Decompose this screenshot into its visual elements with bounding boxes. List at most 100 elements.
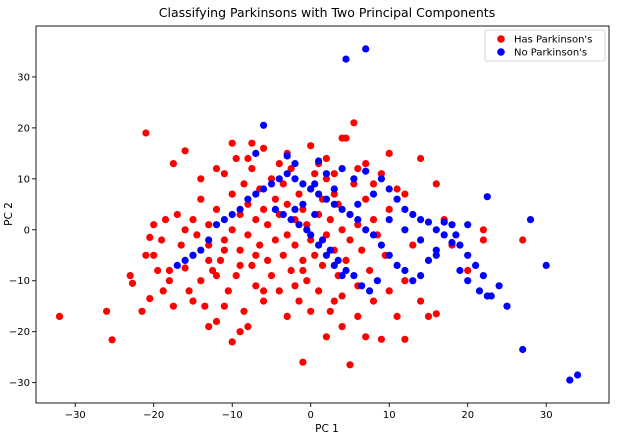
point-has-parkinsons <box>244 231 252 239</box>
point-has-parkinsons <box>197 175 205 183</box>
point-no-parkinsons <box>244 195 252 203</box>
point-has-parkinsons <box>330 190 338 198</box>
point-no-parkinsons <box>346 210 354 219</box>
point-has-parkinsons <box>287 266 295 275</box>
point-has-parkinsons <box>267 272 276 280</box>
point-no-parkinsons <box>330 185 338 193</box>
y-tick-label: −20 <box>9 327 30 338</box>
point-no-parkinsons <box>299 200 307 208</box>
point-has-parkinsons <box>279 180 287 188</box>
point-no-parkinsons <box>283 152 291 160</box>
point-has-parkinsons <box>318 261 327 269</box>
point-no-parkinsons <box>291 175 299 183</box>
point-no-parkinsons <box>311 210 319 219</box>
point-has-parkinsons <box>417 154 425 163</box>
point-has-parkinsons <box>248 139 256 147</box>
point-has-parkinsons <box>236 261 244 269</box>
y-axis-label: PC 2 <box>3 202 15 226</box>
point-has-parkinsons <box>146 295 154 303</box>
point-no-parkinsons <box>409 210 417 219</box>
point-has-parkinsons <box>212 317 221 326</box>
point-has-parkinsons <box>346 236 354 244</box>
point-has-parkinsons <box>479 236 487 244</box>
point-has-parkinsons <box>216 256 225 264</box>
point-no-parkinsons <box>338 205 346 213</box>
x-tick-label: 10 <box>383 410 396 421</box>
data-points <box>55 45 582 384</box>
point-has-parkinsons <box>150 251 158 259</box>
point-has-parkinsons <box>311 251 319 259</box>
point-no-parkinsons <box>303 226 311 234</box>
point-no-parkinsons <box>260 185 268 193</box>
point-has-parkinsons <box>362 333 370 341</box>
point-no-parkinsons <box>315 241 323 249</box>
point-has-parkinsons <box>338 292 346 300</box>
point-no-parkinsons <box>377 241 385 249</box>
legend: Has Parkinson's No Parkinson's <box>484 29 606 62</box>
point-has-parkinsons <box>248 165 256 173</box>
point-has-parkinsons <box>326 307 334 315</box>
point-has-parkinsons <box>267 175 276 183</box>
point-has-parkinsons <box>169 160 177 168</box>
point-has-parkinsons <box>244 154 252 163</box>
point-has-parkinsons <box>338 323 346 331</box>
y-axis-ticks: −30 −20 −10 0 10 20 30 <box>9 72 36 389</box>
point-has-parkinsons <box>354 221 362 229</box>
point-has-parkinsons <box>228 226 236 234</box>
x-tick-label: 0 <box>308 410 314 421</box>
point-has-parkinsons <box>161 216 170 224</box>
x-tick-label: −10 <box>222 410 243 421</box>
x-tick-label: 30 <box>540 410 553 421</box>
point-has-parkinsons <box>401 335 409 343</box>
point-no-parkinsons <box>495 282 503 290</box>
point-no-parkinsons <box>212 221 221 229</box>
point-no-parkinsons <box>448 238 456 247</box>
point-has-parkinsons <box>244 323 252 331</box>
point-no-parkinsons <box>236 205 244 213</box>
point-has-parkinsons <box>240 180 248 188</box>
point-has-parkinsons <box>197 195 205 203</box>
point-has-parkinsons <box>236 328 244 336</box>
point-has-parkinsons <box>362 160 370 168</box>
point-has-parkinsons <box>283 200 291 208</box>
point-no-parkinsons <box>220 216 228 224</box>
point-has-parkinsons <box>401 190 409 198</box>
point-has-parkinsons <box>177 241 185 249</box>
point-has-parkinsons <box>393 312 401 320</box>
point-has-parkinsons <box>165 277 173 285</box>
point-has-parkinsons <box>220 302 228 310</box>
point-has-parkinsons <box>252 216 260 224</box>
point-has-parkinsons <box>205 221 213 229</box>
legend-marker-no-parkinsons <box>497 48 505 56</box>
point-has-parkinsons <box>158 236 166 244</box>
point-no-parkinsons <box>338 272 346 280</box>
point-has-parkinsons <box>154 266 162 275</box>
legend-box <box>484 29 606 62</box>
point-has-parkinsons <box>377 170 385 178</box>
point-has-parkinsons <box>322 333 330 341</box>
point-has-parkinsons <box>338 134 346 142</box>
point-has-parkinsons <box>260 205 268 213</box>
y-tick-label: −10 <box>9 276 30 287</box>
point-has-parkinsons <box>350 180 358 188</box>
point-no-parkinsons <box>350 175 358 183</box>
point-no-parkinsons <box>311 180 319 188</box>
point-has-parkinsons <box>193 231 201 239</box>
point-no-parkinsons <box>487 292 495 300</box>
point-no-parkinsons <box>291 205 299 213</box>
point-has-parkinsons <box>362 195 370 203</box>
x-tick-label: 20 <box>461 410 474 421</box>
point-has-parkinsons <box>252 282 260 290</box>
point-has-parkinsons <box>232 154 240 163</box>
point-no-parkinsons <box>342 55 350 63</box>
point-has-parkinsons <box>159 287 167 295</box>
y-tick-label: 10 <box>17 174 30 185</box>
point-has-parkinsons <box>165 266 173 275</box>
point-no-parkinsons <box>424 218 433 226</box>
point-no-parkinsons <box>322 195 330 203</box>
point-has-parkinsons <box>377 335 385 343</box>
point-has-parkinsons <box>220 246 228 254</box>
point-has-parkinsons <box>519 236 527 244</box>
point-has-parkinsons <box>330 297 338 305</box>
point-has-parkinsons <box>181 226 189 234</box>
